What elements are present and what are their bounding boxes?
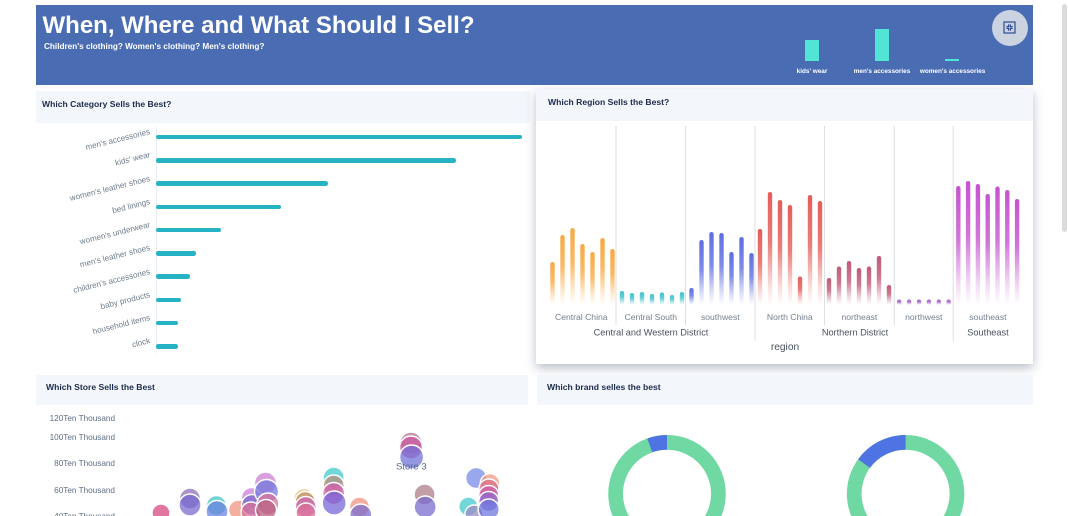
svg-text:Central and Western District: Central and Western District [594,328,709,338]
svg-text:region: region [771,342,799,353]
svg-text:Northern District: Northern District [822,328,889,338]
svg-text:southwest: southwest [701,312,740,322]
svg-text:northwest: northwest [905,312,943,322]
svg-text:northeast: northeast [841,312,877,322]
svg-text:Southeast: Southeast [967,328,1009,338]
svg-text:North China: North China [767,312,813,322]
svg-text:Central China: Central China [555,312,608,322]
svg-text:Central South: Central South [625,312,678,322]
svg-text:southeast: southeast [969,312,1007,322]
svg-text:Store 3: Store 3 [396,462,427,473]
